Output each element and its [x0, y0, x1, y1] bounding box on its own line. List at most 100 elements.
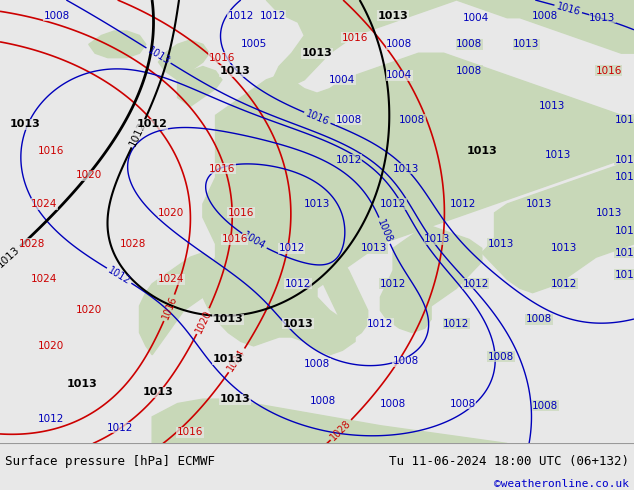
- Text: 1013: 1013: [551, 244, 578, 253]
- Text: 1013: 1013: [361, 244, 387, 253]
- Text: 1013: 1013: [595, 208, 622, 218]
- Text: 1013: 1013: [424, 234, 451, 245]
- Polygon shape: [178, 67, 222, 106]
- Text: 1020: 1020: [75, 170, 102, 180]
- Text: 1012: 1012: [106, 265, 133, 286]
- Text: 1013: 1013: [213, 314, 243, 324]
- Polygon shape: [456, 0, 634, 53]
- Text: 1008: 1008: [386, 39, 413, 49]
- Text: 1016: 1016: [209, 164, 235, 173]
- Text: 1016: 1016: [228, 208, 254, 218]
- Text: 1013: 1013: [614, 248, 634, 258]
- Text: 1013: 1013: [545, 150, 571, 160]
- Text: 1020: 1020: [75, 305, 102, 316]
- Polygon shape: [158, 40, 209, 80]
- Text: 1013: 1013: [213, 354, 243, 364]
- Polygon shape: [203, 53, 634, 355]
- Text: 1013: 1013: [614, 270, 634, 280]
- Text: 1016: 1016: [177, 427, 204, 438]
- Polygon shape: [89, 31, 146, 58]
- Text: 1013: 1013: [538, 101, 565, 111]
- Text: 1008: 1008: [304, 359, 330, 368]
- Text: 1008: 1008: [399, 115, 425, 125]
- Text: 1012: 1012: [259, 10, 286, 21]
- Text: 1013: 1013: [488, 239, 514, 249]
- Text: 1013: 1013: [219, 394, 250, 404]
- Text: 1020: 1020: [158, 208, 184, 218]
- Text: 1028: 1028: [328, 418, 353, 442]
- Text: 1013: 1013: [526, 199, 552, 209]
- Text: 1012: 1012: [462, 279, 489, 289]
- Text: 1013: 1013: [0, 244, 22, 270]
- Text: 1024: 1024: [31, 199, 58, 209]
- Polygon shape: [139, 253, 216, 355]
- Text: 1020: 1020: [193, 308, 213, 335]
- Text: 1013: 1013: [10, 119, 41, 129]
- Text: 1012: 1012: [285, 279, 311, 289]
- Text: 1004: 1004: [462, 13, 489, 23]
- Text: ©weatheronline.co.uk: ©weatheronline.co.uk: [494, 479, 629, 490]
- Text: 1008: 1008: [526, 314, 552, 324]
- Text: Surface pressure [hPa] ECMWF: Surface pressure [hPa] ECMWF: [5, 455, 215, 467]
- Text: 1013: 1013: [614, 172, 634, 182]
- Text: 1008: 1008: [488, 352, 514, 362]
- Polygon shape: [380, 226, 482, 333]
- Text: 1012: 1012: [551, 279, 578, 289]
- Text: 1016: 1016: [342, 33, 368, 43]
- Text: 1013: 1013: [467, 146, 497, 156]
- Text: 1012: 1012: [228, 10, 254, 21]
- Text: 1016: 1016: [37, 146, 64, 156]
- Text: 1016: 1016: [304, 108, 330, 127]
- Text: 1012: 1012: [443, 318, 470, 329]
- Text: 1013: 1013: [614, 155, 634, 165]
- Text: 1004: 1004: [386, 71, 413, 80]
- Text: 1012: 1012: [137, 119, 167, 129]
- Text: 1008: 1008: [450, 398, 476, 409]
- Text: 1005: 1005: [240, 39, 267, 49]
- Text: 1013: 1013: [614, 225, 634, 236]
- Text: 1012: 1012: [367, 318, 394, 329]
- Text: 1008: 1008: [335, 115, 362, 125]
- Text: 1013: 1013: [378, 10, 408, 21]
- Text: 1008: 1008: [44, 10, 70, 21]
- Text: 1013: 1013: [67, 379, 98, 389]
- Text: 1008: 1008: [532, 10, 559, 21]
- Text: 1020: 1020: [37, 341, 64, 351]
- Text: 1013: 1013: [304, 199, 330, 209]
- Text: 1008: 1008: [310, 396, 337, 406]
- Text: 1016: 1016: [209, 52, 235, 63]
- Text: 1012: 1012: [380, 199, 406, 209]
- Text: 1013: 1013: [219, 66, 250, 76]
- Text: 1012: 1012: [335, 155, 362, 165]
- Text: 1004: 1004: [329, 75, 356, 85]
- Text: 1013: 1013: [145, 45, 172, 66]
- Text: 1008: 1008: [375, 218, 394, 244]
- Text: 1024: 1024: [31, 274, 58, 284]
- Polygon shape: [266, 0, 456, 89]
- Text: 1028: 1028: [120, 239, 146, 249]
- Text: 1024: 1024: [226, 347, 248, 373]
- Text: 1013: 1013: [614, 115, 634, 125]
- Text: 1012: 1012: [107, 423, 134, 433]
- Text: 1008: 1008: [456, 66, 482, 76]
- Text: 1004: 1004: [241, 231, 268, 252]
- Text: 1016: 1016: [555, 1, 581, 17]
- Text: 1012: 1012: [450, 199, 476, 209]
- Text: 1016: 1016: [160, 294, 179, 321]
- Text: 1013: 1013: [143, 388, 174, 397]
- Text: 1012: 1012: [128, 120, 148, 148]
- Text: 1024: 1024: [158, 274, 184, 284]
- Text: 1008: 1008: [392, 356, 419, 367]
- Text: 1012: 1012: [37, 414, 64, 424]
- Text: 1008: 1008: [456, 39, 482, 49]
- Text: 1016: 1016: [221, 234, 248, 245]
- Text: 1008: 1008: [380, 398, 406, 409]
- Text: 1013: 1013: [283, 318, 313, 329]
- Text: 1008: 1008: [532, 401, 559, 411]
- Text: 1013: 1013: [302, 48, 332, 58]
- Text: 1012: 1012: [380, 279, 406, 289]
- Polygon shape: [317, 253, 368, 337]
- Text: 1013: 1013: [589, 13, 616, 23]
- Text: 1028: 1028: [18, 239, 45, 249]
- Polygon shape: [482, 164, 634, 293]
